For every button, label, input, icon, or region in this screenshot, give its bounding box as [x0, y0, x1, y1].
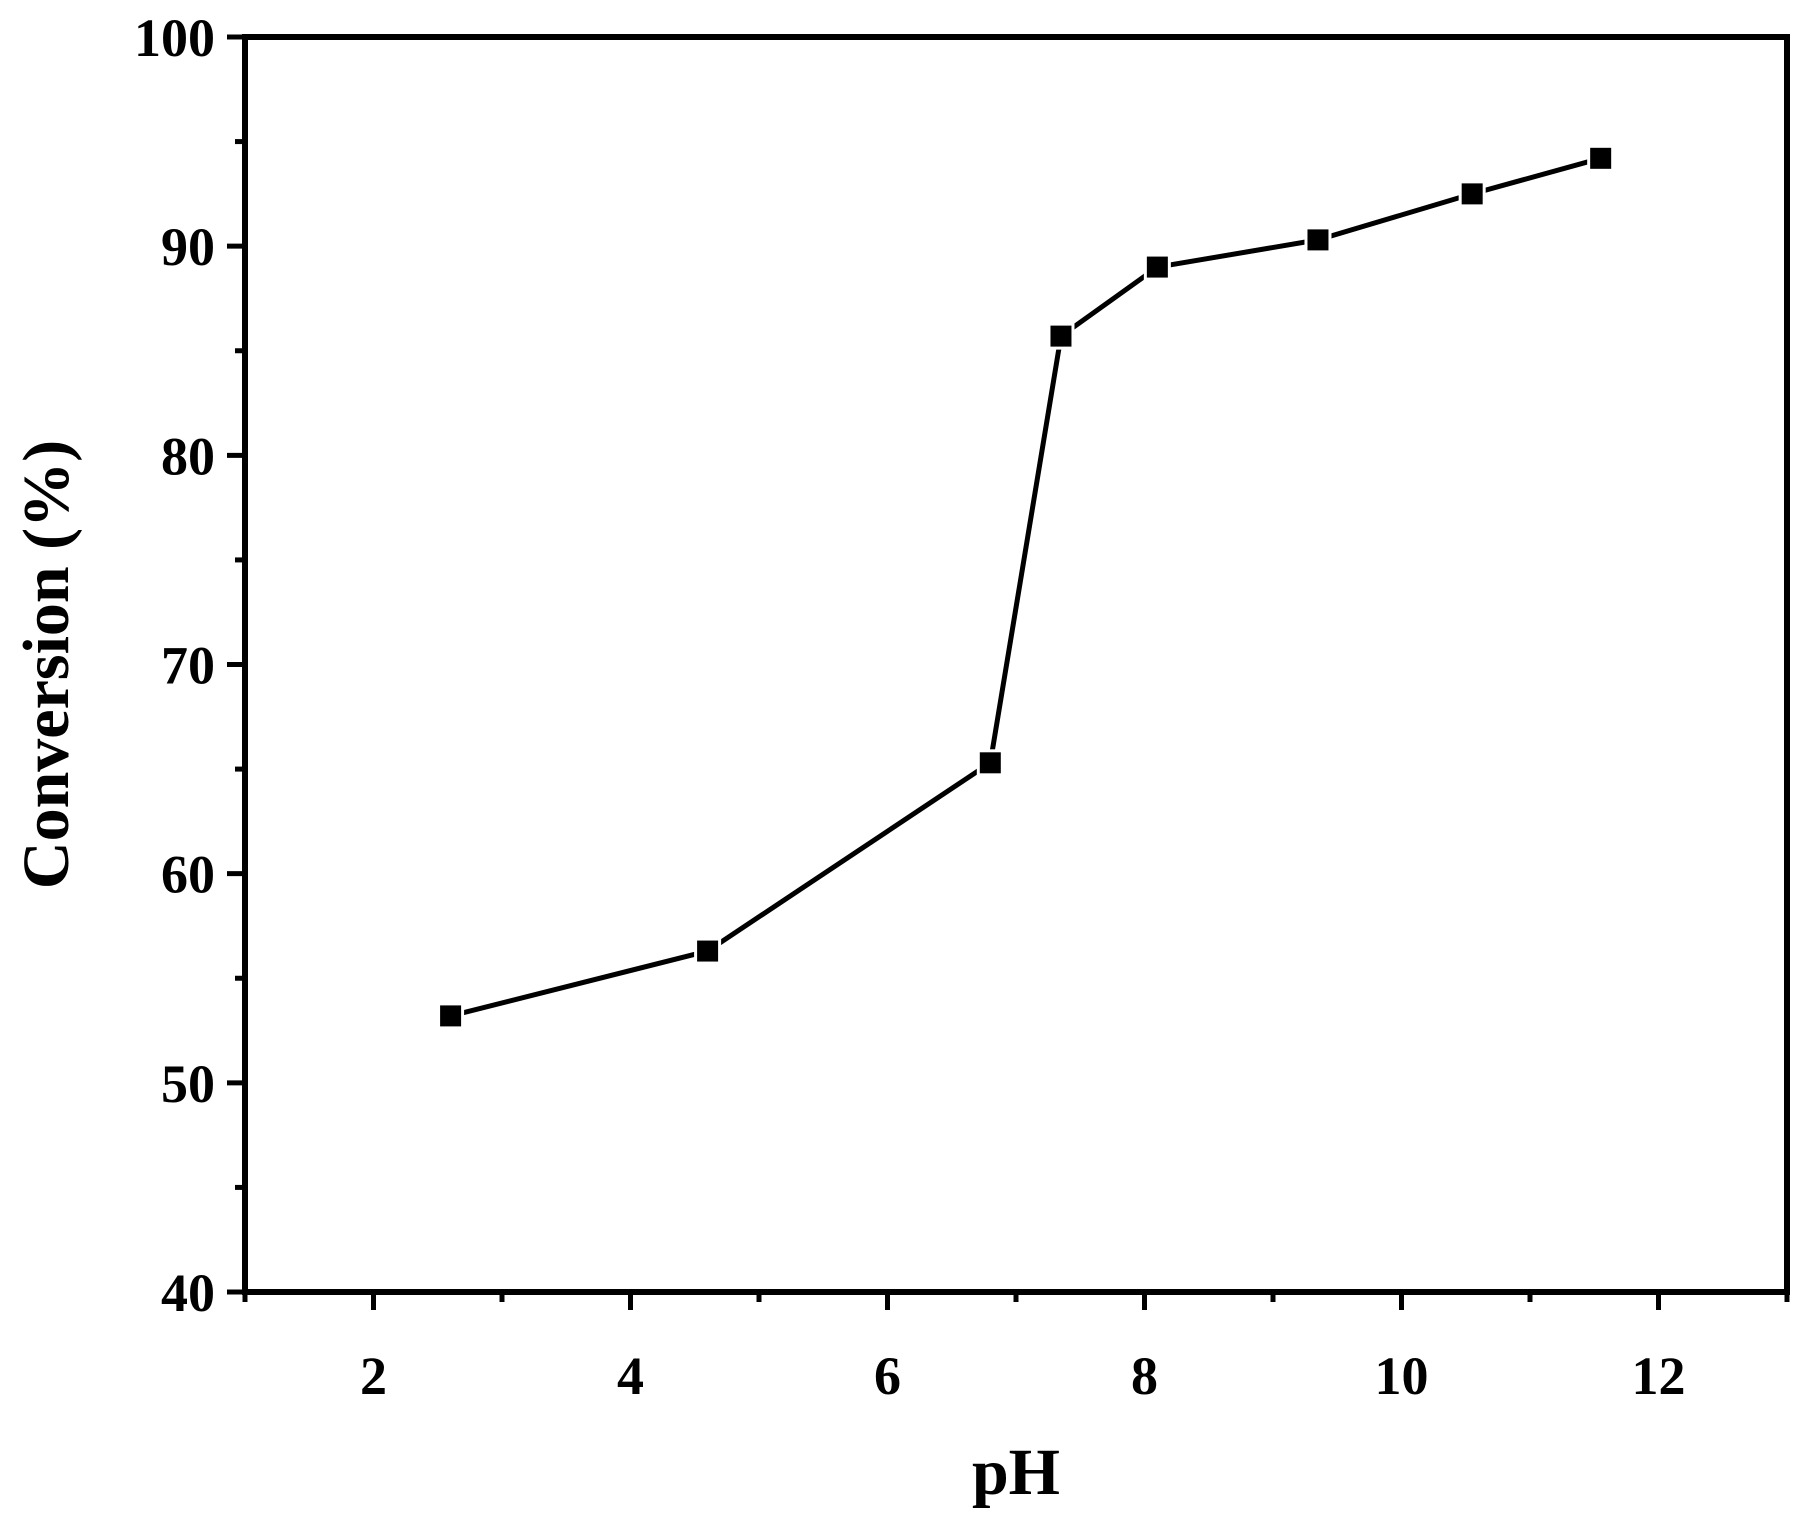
y-tick-label: 40 [161, 1263, 215, 1323]
x-tick-label: 6 [874, 1346, 901, 1406]
x-tick-label: 4 [617, 1346, 644, 1406]
data-point-marker [1587, 144, 1615, 172]
y-tick-label: 70 [161, 636, 215, 696]
data-point-marker [1304, 226, 1332, 254]
plot-area [242, 34, 1790, 1295]
data-series [437, 144, 1615, 1030]
axis-ticks: 2 4 6 8 10 12 40 50 60 70 80 90 100 [134, 8, 1790, 1406]
plot-frame [242, 34, 1790, 1295]
x-tick-label: 2 [360, 1346, 387, 1406]
data-point-marker [976, 749, 1004, 777]
data-point-marker [694, 937, 722, 965]
y-axis-title: Conversion (%) [10, 440, 83, 889]
data-point-marker [1143, 253, 1171, 281]
x-axis-title: pH [972, 1436, 1060, 1509]
x-tick-label: 8 [1131, 1346, 1158, 1406]
y-tick-label: 100 [134, 8, 215, 68]
y-tick-label: 50 [161, 1054, 215, 1114]
x-tick-label: 12 [1632, 1346, 1686, 1406]
series-line [449, 155, 1602, 1019]
data-point-marker [1458, 180, 1486, 208]
y-tick-label: 60 [161, 845, 215, 905]
y-tick-label: 90 [161, 217, 215, 277]
data-point-marker [1047, 322, 1075, 350]
data-point-marker [437, 1002, 465, 1030]
y-tick-label: 80 [161, 426, 215, 486]
x-tick-label: 10 [1375, 1346, 1429, 1406]
